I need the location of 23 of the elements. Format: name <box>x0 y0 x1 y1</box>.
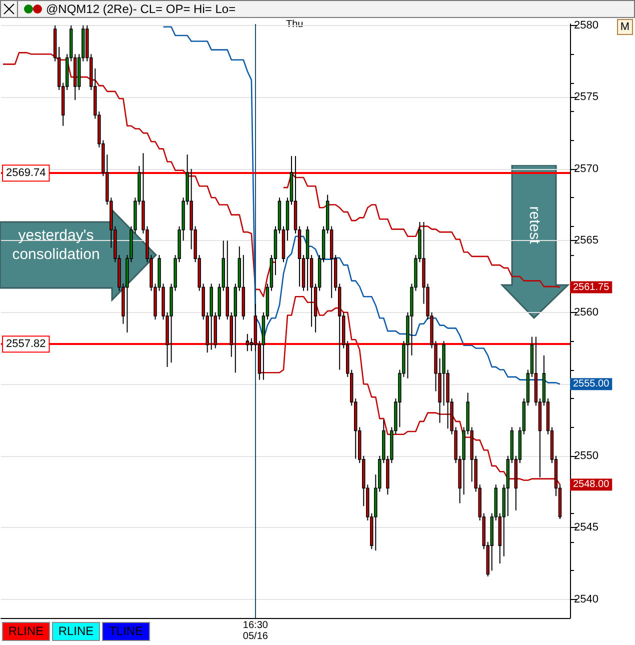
y-tick-label: 2580 <box>574 19 598 32</box>
candlestick <box>246 333 250 352</box>
annotation: retest <box>526 206 544 245</box>
data-label: 2548.00 <box>572 479 610 490</box>
text: TLINE <box>102 622 150 641</box>
text: RLINE <box>52 622 100 641</box>
line-series <box>162 26 561 385</box>
y-tick-label: 2540 <box>574 593 598 606</box>
data-label: 2561.75 <box>572 282 610 293</box>
button: M <box>617 19 633 35</box>
y-tick-label: 2570 <box>574 162 598 175</box>
y-tick-label: 2575 <box>574 91 598 104</box>
y-tick-label: 2565 <box>574 234 598 247</box>
text: RLINE <box>2 622 50 641</box>
chart-title: @NQM12 (2Re)- CL= OP= Hi= Lo= <box>46 2 236 16</box>
y-tick-label: 2550 <box>574 450 598 462</box>
y-tick-label: 2545 <box>574 522 598 534</box>
ref-line-label: 2557.82 <box>6 338 46 350</box>
x-tick-label: 16:30 05/16 <box>242 620 268 642</box>
annotation: yesterday's consolidation <box>11 226 101 264</box>
data-label: 2555.00 <box>572 378 610 390</box>
ref-line-label: 2569.74 <box>6 167 46 180</box>
y-tick-label: 2560 <box>574 306 598 318</box>
